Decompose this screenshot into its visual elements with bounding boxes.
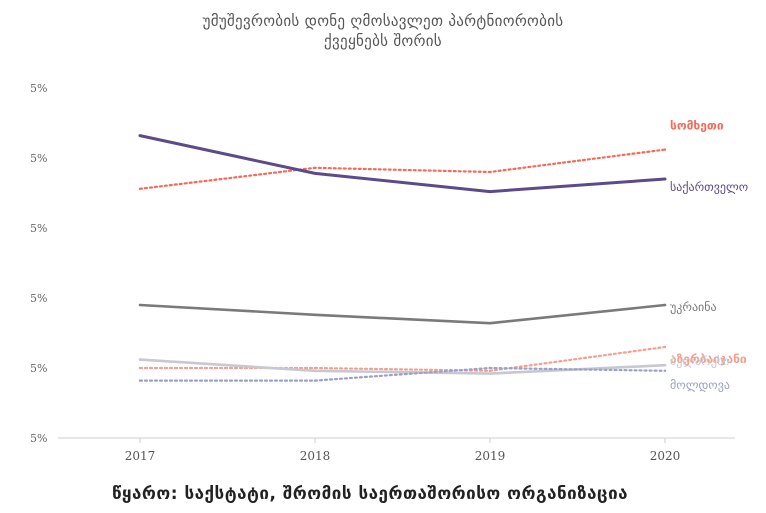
data-point — [138, 366, 142, 370]
data-point — [138, 358, 142, 361]
line-chart: 5% 5% 5% 5% 5% 5% 2017 2018 2019 2020 სომხეთი საქარ… — [30, 82, 748, 463]
data-point — [313, 366, 317, 370]
data-point — [313, 313, 317, 316]
data-point — [313, 379, 317, 382]
chart-title-line-2: ქვეყნებს შორის — [324, 32, 442, 50]
y-tick-label: 5% — [30, 292, 47, 305]
series-label: ბელარუსი — [670, 354, 729, 368]
series-label: სომხეთი — [670, 119, 724, 133]
series-label: საქართველო — [670, 180, 748, 194]
series-line — [138, 134, 667, 194]
y-tick-label: 5% — [30, 222, 47, 235]
data-point — [488, 372, 492, 375]
data-point — [138, 187, 142, 190]
x-tick-label: 2019 — [475, 449, 506, 463]
data-point — [488, 322, 492, 325]
series-line — [138, 358, 667, 375]
data-point — [138, 134, 142, 137]
y-tick-label: 5% — [30, 82, 47, 95]
chart-title-line-1: უმუშევრობის დონე ღმოსავლეთ პარტნიორობის — [202, 12, 564, 30]
series-line — [138, 303, 667, 325]
data-point — [663, 303, 667, 307]
data-point — [313, 172, 317, 175]
data-point — [138, 303, 142, 307]
data-point — [663, 148, 667, 151]
series-label: მოლდოვა — [670, 378, 730, 392]
data-point — [663, 369, 667, 372]
series-label: უკრაინა — [670, 300, 717, 314]
series-line — [138, 148, 667, 190]
data-point — [313, 369, 317, 372]
x-tick-label: 2018 — [300, 449, 331, 463]
data-point — [488, 190, 492, 193]
series-line — [138, 366, 667, 382]
data-point — [138, 379, 142, 382]
source-note: წყარო: საქსტატი, შრომის საერთაშორისო ორგ… — [112, 484, 629, 504]
x-tick-label: 2017 — [125, 449, 156, 463]
data-point — [663, 177, 667, 181]
series-label: აზერბაიჯანი — [670, 352, 747, 366]
data-point — [663, 345, 667, 349]
data-point — [488, 170, 492, 174]
y-tick-label: 5% — [30, 432, 47, 445]
y-tick-label: 5% — [30, 152, 47, 165]
data-point — [488, 366, 492, 370]
x-tick-label: 2020 — [650, 449, 681, 463]
data-point — [313, 166, 317, 169]
series-line — [138, 345, 667, 372]
y-tick-label: 5% — [30, 362, 47, 375]
data-point — [488, 369, 492, 372]
data-point — [663, 364, 667, 367]
